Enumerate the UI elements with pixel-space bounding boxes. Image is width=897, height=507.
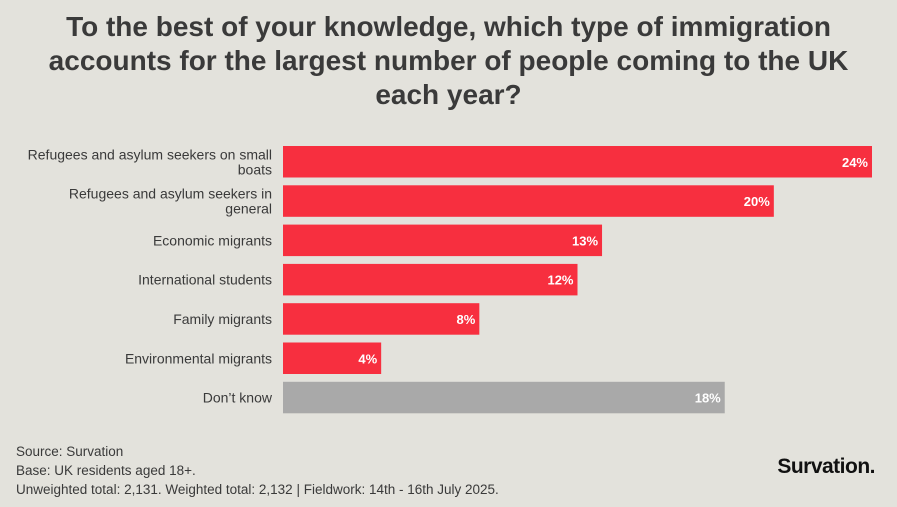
category-label-4: Family migrants: [173, 311, 272, 327]
category-label-line: general: [225, 201, 272, 217]
category-label-line: boats: [238, 161, 272, 177]
category-label-line: Family migrants: [173, 311, 272, 327]
bar-0: [283, 146, 872, 178]
base-note: Base: UK residents aged 18+.: [16, 463, 196, 478]
value-label-5: 4%: [358, 351, 377, 366]
value-label-6: 18%: [695, 391, 721, 406]
category-label-1: Refugees and asylum seekers in general: [69, 186, 272, 217]
bar-4: [283, 303, 480, 335]
chart-title: To the best of your knowledge, which typ…: [48, 11, 849, 110]
category-label-line: Don’t know: [203, 390, 273, 406]
bar-2: [283, 224, 603, 257]
value-label-2: 13%: [572, 233, 598, 248]
value-label-3: 12%: [547, 273, 573, 288]
footer-notes: Source: Survation Base: UK residents age…: [16, 442, 499, 499]
value-label-0: 24%: [842, 155, 868, 170]
category-label-3: International students: [138, 272, 272, 288]
category-label-line: International students: [138, 272, 272, 288]
category-label-line: Refugees and asylum seekers on small: [28, 146, 272, 162]
category-label-6: Don’t know: [203, 390, 273, 406]
value-label-1: 20%: [744, 194, 770, 209]
category-label-0: Refugees and asylum seekers on small boat…: [28, 146, 272, 177]
bar-6: [283, 381, 725, 414]
totals-note: Unweighted total: 2,131. Weighted total:…: [16, 482, 499, 497]
source-note: Source: Survation: [16, 444, 124, 459]
bar-5: [283, 342, 382, 374]
bar-3: [283, 263, 578, 296]
category-label-line: Economic migrants: [153, 232, 272, 248]
category-label-5: Environmental migrants: [125, 350, 272, 366]
category-label-line: Refugees and asylum seekers in: [69, 186, 272, 202]
value-label-4: 8%: [457, 312, 476, 327]
bar-1: [283, 185, 774, 217]
bar-chart: 24% Refugees and asylum seekers on small b…: [28, 146, 872, 414]
survation-logo: Survation.: [777, 455, 875, 478]
category-label-2: Economic migrants: [153, 232, 272, 248]
category-label-line: Environmental migrants: [125, 350, 272, 366]
